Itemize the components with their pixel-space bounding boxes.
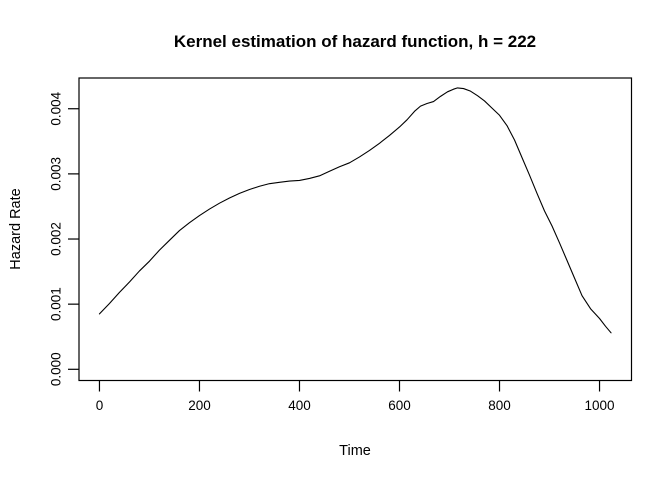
x-tick-label: 1000 xyxy=(585,398,615,413)
chart-title: Kernel estimation of hazard function, h … xyxy=(174,32,536,51)
y-tick-label: 0.002 xyxy=(49,222,64,256)
x-tick-label: 600 xyxy=(388,398,411,413)
y-tick-label: 0.001 xyxy=(49,287,64,321)
hazard-curve xyxy=(98,87,612,334)
plot-box xyxy=(78,77,633,382)
hazard-curve-group xyxy=(98,87,612,334)
y-tick-label: 0.000 xyxy=(49,352,64,386)
y-axis-label: Hazard Rate xyxy=(8,188,24,269)
x-tick-label: 200 xyxy=(188,398,211,413)
x-tick-label: 800 xyxy=(488,398,511,413)
x-axis: 0 200 400 600 800 1000 xyxy=(96,380,615,413)
plot-box-border xyxy=(78,77,633,382)
y-tick-label: 0.004 xyxy=(49,91,64,125)
x-tick-label: 0 xyxy=(96,398,104,413)
y-axis: 0.000 0.001 0.002 0.003 0.004 xyxy=(49,91,79,386)
x-axis-label: Time xyxy=(339,443,371,459)
y-tick-label: 0.003 xyxy=(49,157,64,191)
x-tick-label: 400 xyxy=(288,398,311,413)
